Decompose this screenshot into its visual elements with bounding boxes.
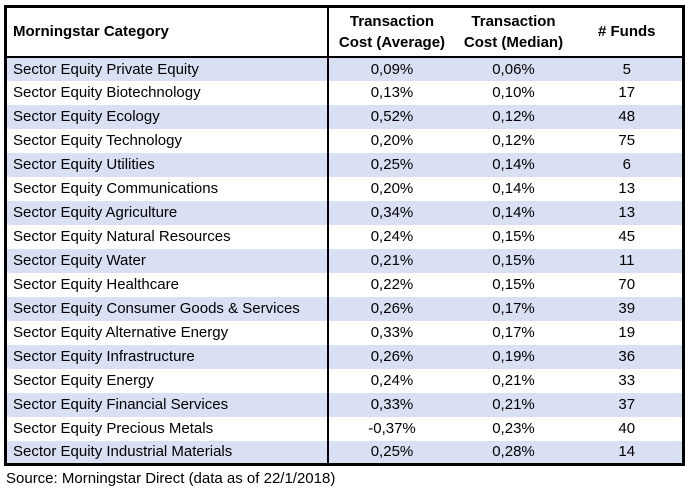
cell-cost-average: 0,34%	[327, 200, 456, 225]
cell-category: Sector Equity Private Equity	[5, 56, 329, 81]
table-row: Sector Equity Energy 0,24% 0,21% 33	[5, 368, 684, 393]
column-header-line: Transaction	[349, 12, 435, 30]
cell-num-funds: 45	[618, 228, 636, 245]
cell-category: Sector Equity Water	[5, 248, 329, 273]
cell-cost-median: 0,14%	[492, 180, 535, 197]
cell-num-funds: 5	[571, 56, 684, 81]
table-body: Sector Equity Private Equity 0,09% 0,06% 5 S…	[5, 56, 684, 465]
cell-cost-average: 0,33%	[327, 392, 456, 417]
cell-category: Sector Equity Agriculture	[5, 200, 329, 225]
cell-cost-average: -0,37%	[368, 420, 416, 437]
table-row: Sector Equity Precious Metals -0,37% 0,23%…	[5, 416, 684, 441]
table-row: Sector Equity Water 0,21% 0,15% 11	[5, 248, 684, 273]
cell-cost-average: 0,20%	[370, 180, 414, 197]
cell-cost-average: 0,09%	[327, 56, 456, 81]
cell-category: Sector Equity Industrial Materials	[5, 440, 329, 465]
cell-cost-average: 0,26%	[327, 296, 456, 321]
table-row: Sector Equity Private Equity 0,09% 0,06% 5	[5, 56, 684, 81]
column-header-num-funds: # Funds	[571, 6, 684, 58]
cell-cost-median: 0,19%	[455, 344, 572, 369]
cell-cost-median: 0,12%	[492, 132, 535, 149]
column-header-category: Morningstar Category	[5, 6, 329, 58]
cell-num-funds: 13	[571, 200, 684, 225]
cell-num-funds: 13	[618, 180, 636, 197]
table-row: Sector Equity Infrastructure 0,26% 0,19% 36	[5, 344, 684, 369]
cell-category: Sector Equity Precious Metals	[5, 416, 329, 441]
table-row: Sector Equity Technology 0,20% 0,12% 75	[5, 128, 684, 153]
cell-category: Sector Equity Natural Resources	[5, 224, 329, 249]
cell-num-funds: 40	[618, 420, 636, 437]
cell-category: Sector Equity Communications	[5, 176, 329, 201]
cell-cost-average: 0,22%	[370, 276, 414, 293]
column-header-transaction-cost-median: Transaction Cost (Median)	[455, 6, 572, 58]
cell-num-funds: 6	[571, 152, 684, 177]
cell-category: Sector Equity Financial Services	[5, 392, 329, 417]
table-row: Sector Equity Alternative Energy 0,33% 0,1…	[5, 320, 684, 345]
cell-category: Sector Equity Utilities	[5, 152, 329, 177]
cell-cost-average: 0,26%	[327, 344, 456, 369]
table-row: Sector Equity Agriculture 0,34% 0,14% 13	[5, 200, 684, 225]
cell-cost-average: 0,13%	[370, 84, 414, 101]
cell-cost-median: 0,17%	[492, 324, 535, 341]
cell-cost-median: 0,28%	[455, 440, 572, 465]
transaction-cost-table: Morningstar Category Transaction Cost (A…	[4, 5, 685, 466]
column-header-line: Cost (Average)	[338, 33, 446, 51]
cell-category: Sector Equity Ecology	[5, 104, 329, 129]
header-row: Morningstar Category Transaction Cost (A…	[5, 6, 684, 58]
column-header-line: Cost (Median)	[463, 33, 564, 51]
cell-category: Sector Equity Healthcare	[5, 272, 329, 297]
cell-cost-median: 0,23%	[492, 420, 535, 437]
cell-num-funds: 17	[618, 84, 636, 101]
cell-cost-median: 0,12%	[455, 104, 572, 129]
table-row: Sector Equity Consumer Goods & Services 0…	[5, 296, 684, 321]
table-row: Sector Equity Financial Services 0,33% 0,2…	[5, 392, 684, 417]
cell-cost-median: 0,21%	[455, 392, 572, 417]
cell-num-funds: 70	[618, 276, 636, 293]
cell-num-funds: 48	[571, 104, 684, 129]
cell-cost-median: 0,15%	[492, 228, 535, 245]
cell-cost-average: 0,52%	[327, 104, 456, 129]
cell-cost-median: 0,21%	[492, 372, 535, 389]
cell-num-funds: 75	[618, 132, 636, 149]
cell-category: Sector Equity Alternative Energy	[5, 320, 329, 345]
cell-cost-median: 0,14%	[455, 152, 572, 177]
cell-cost-median: 0,15%	[455, 248, 572, 273]
cell-num-funds: 33	[618, 372, 636, 389]
cell-cost-average: 0,25%	[327, 440, 456, 465]
source-note: Source: Morningstar Direct (data as of 2…	[6, 470, 336, 487]
table-header: Morningstar Category Transaction Cost (A…	[5, 6, 684, 58]
cell-num-funds: 11	[571, 248, 684, 273]
table-row: Sector Equity Healthcare 0,22% 0,15% 70	[5, 272, 684, 297]
cell-cost-average: 0,20%	[370, 132, 414, 149]
table-row: Sector Equity Communications 0,20% 0,14% 13	[5, 176, 684, 201]
cell-category: Sector Equity Technology	[5, 128, 329, 153]
cell-cost-median: 0,14%	[455, 200, 572, 225]
cell-num-funds: 39	[571, 296, 684, 321]
column-header-line: Transaction	[471, 12, 556, 30]
cell-num-funds: 14	[571, 440, 684, 465]
table-row: Sector Equity Utilities 0,25% 0,14% 6	[5, 152, 684, 177]
cell-cost-average: 0,25%	[327, 152, 456, 177]
cell-cost-median: 0,10%	[492, 84, 535, 101]
table-row: Sector Equity Natural Resources 0,24% 0,15…	[5, 224, 684, 249]
cell-cost-average: 0,24%	[370, 372, 414, 389]
cell-category: Sector Equity Energy	[5, 368, 329, 393]
cell-num-funds: 36	[571, 344, 684, 369]
cell-cost-median: 0,06%	[455, 56, 572, 81]
cell-cost-average: 0,21%	[327, 248, 456, 273]
column-header-transaction-cost-average: Transaction Cost (Average)	[327, 6, 456, 58]
table-row: Sector Equity Ecology 0,52% 0,12% 48	[5, 104, 684, 129]
cell-cost-median: 0,17%	[455, 296, 572, 321]
cell-category: Sector Equity Consumer Goods & Services	[5, 296, 329, 321]
table-row: Sector Equity Industrial Materials 0,25% 0…	[5, 440, 684, 465]
cell-cost-median: 0,15%	[492, 276, 535, 293]
cell-category: Sector Equity Infrastructure	[5, 344, 329, 369]
table-row: Sector Equity Biotechnology 0,13% 0,10% 17	[5, 80, 684, 105]
cell-cost-average: 0,33%	[370, 324, 414, 341]
cell-category: Sector Equity Biotechnology	[5, 80, 329, 105]
cell-num-funds: 37	[571, 392, 684, 417]
cell-cost-average: 0,24%	[370, 228, 414, 245]
cell-num-funds: 19	[618, 324, 636, 341]
